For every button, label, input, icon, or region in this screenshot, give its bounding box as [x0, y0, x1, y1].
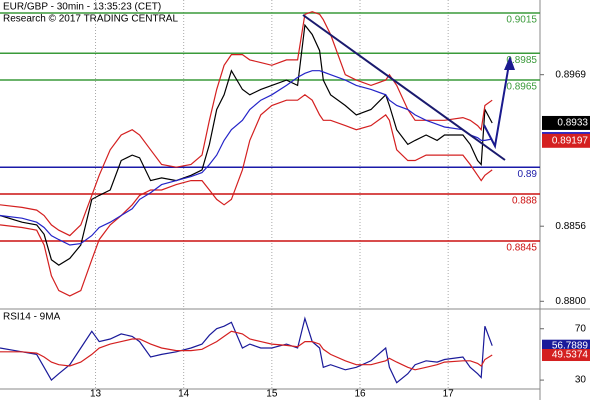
x-tick-label: 13 — [90, 389, 102, 400]
series-line — [0, 23, 493, 266]
level-label: 0.8845 — [506, 243, 537, 254]
level-label: 0.888 — [512, 196, 537, 207]
x-tick-label: 17 — [443, 389, 455, 400]
series-line — [0, 70, 493, 246]
price-tag — [542, 133, 590, 148]
value-tag — [542, 349, 590, 362]
rsi-title: RSI14 - 9MA — [3, 312, 61, 323]
chart-title: EUR/GBP - 30min - 13:35:23 (CET) — [3, 2, 161, 13]
y-tick-label: 0.8969 — [555, 69, 586, 80]
value-tag-label: 49.5374 — [552, 350, 589, 361]
x-tick-label: 16 — [354, 389, 366, 400]
series-line — [0, 316, 493, 384]
series-line — [0, 11, 493, 237]
series-line — [0, 330, 493, 371]
series-line — [0, 94, 493, 297]
price-tag — [542, 115, 590, 130]
y-tick-label: 0.8800 — [555, 296, 586, 307]
trend-line — [302, 14, 506, 161]
value-tag — [542, 339, 590, 352]
y-tick-label: 70 — [575, 323, 587, 334]
level-label: 0.8985 — [506, 55, 537, 66]
value-tag-label: 56.7889 — [552, 340, 589, 351]
level-label: 0.9015 — [506, 15, 537, 26]
price-tag-label: 0.89197 — [552, 135, 589, 146]
level-label: 0.8965 — [506, 82, 537, 93]
y-tick-label: 0.8856 — [555, 221, 586, 232]
y-tick-label: 30 — [575, 375, 587, 386]
level-label: 0.89 — [518, 169, 538, 180]
forecast-arrow — [483, 63, 510, 150]
x-tick-label: 15 — [266, 389, 278, 400]
chart-subtitle: Research © 2017 TRADING CENTRAL — [3, 14, 178, 25]
x-tick-label: 14 — [178, 389, 190, 400]
price-tag-label: 0.8933 — [557, 118, 588, 129]
arrow-head — [504, 56, 515, 70]
